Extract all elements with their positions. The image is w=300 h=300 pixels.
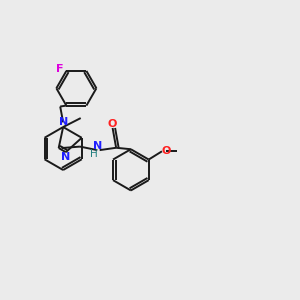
Text: N: N [61, 152, 71, 162]
Text: O: O [108, 118, 117, 128]
Text: F: F [56, 64, 64, 74]
Text: H: H [91, 149, 98, 159]
Text: N: N [59, 117, 68, 127]
Text: N: N [93, 141, 102, 151]
Text: O: O [161, 146, 170, 156]
